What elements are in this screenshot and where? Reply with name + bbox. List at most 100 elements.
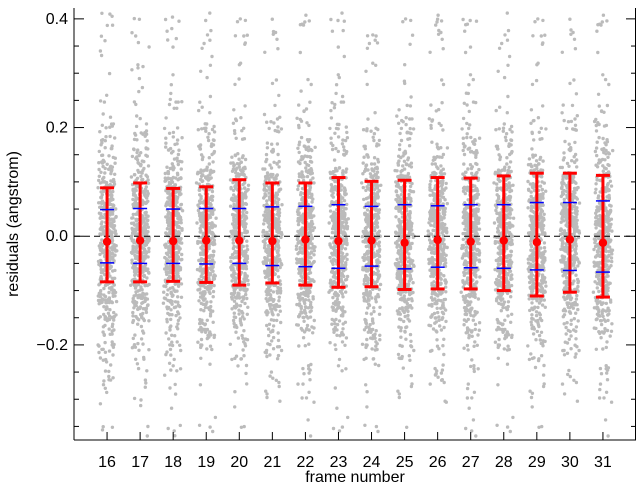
residual-point xyxy=(130,31,134,35)
residual-point xyxy=(210,347,214,352)
residual-point xyxy=(97,316,101,320)
residual-point xyxy=(179,192,183,196)
residual-point xyxy=(145,175,150,179)
residual-point xyxy=(211,242,215,247)
residual-point xyxy=(139,170,143,174)
residual-point xyxy=(374,329,378,333)
residual-point xyxy=(245,244,249,248)
residual-point xyxy=(406,156,411,160)
residual-point xyxy=(242,288,246,292)
residual-point xyxy=(395,183,400,187)
residual-point xyxy=(112,288,117,293)
residual-point xyxy=(267,197,272,201)
residual-point xyxy=(170,343,175,348)
residual-point xyxy=(344,261,348,265)
residual-point xyxy=(133,229,138,233)
residual-point xyxy=(309,309,313,313)
residual-point xyxy=(304,107,309,111)
residual-point xyxy=(300,275,304,280)
residual-point xyxy=(328,126,332,131)
residual-point xyxy=(303,20,307,24)
residual-point xyxy=(141,307,145,311)
residual-point xyxy=(431,211,436,216)
residual-point xyxy=(340,11,344,15)
residual-point xyxy=(276,338,281,343)
residual-point xyxy=(364,163,369,167)
residual-point xyxy=(372,199,377,204)
residual-point xyxy=(242,424,246,429)
residual-point xyxy=(340,273,345,277)
residual-point xyxy=(429,274,433,278)
residual-point xyxy=(436,310,440,315)
residual-point xyxy=(403,17,408,21)
residual-point xyxy=(309,256,313,260)
residual-point xyxy=(333,322,337,326)
residual-point xyxy=(372,132,377,136)
residual-point xyxy=(179,282,184,286)
residual-point xyxy=(372,306,376,310)
residual-point xyxy=(200,105,204,109)
residual-point xyxy=(99,270,104,275)
residual-point xyxy=(229,255,233,260)
residual-point xyxy=(136,341,140,346)
residual-point xyxy=(364,244,368,249)
residual-point xyxy=(343,247,348,251)
residual-point xyxy=(133,131,137,136)
residual-point xyxy=(331,246,335,251)
residual-point xyxy=(101,383,106,387)
residual-point xyxy=(372,156,377,160)
residual-point xyxy=(307,123,311,128)
residual-point xyxy=(334,83,339,87)
residual-point xyxy=(269,303,273,307)
residual-point xyxy=(398,222,402,227)
residual-point xyxy=(243,227,247,232)
residual-point xyxy=(301,366,305,371)
residual-point xyxy=(141,274,146,278)
residual-point xyxy=(101,425,105,429)
residual-point xyxy=(437,28,441,33)
residual-point xyxy=(271,299,275,303)
residual-point xyxy=(132,264,136,268)
residual-point xyxy=(108,308,112,312)
residual-point xyxy=(198,171,203,175)
residual-point xyxy=(299,158,303,162)
residual-point xyxy=(228,178,233,182)
residual-point xyxy=(297,271,301,275)
residual-point xyxy=(410,117,414,121)
residual-point xyxy=(130,216,134,220)
residual-point xyxy=(212,333,217,337)
residual-point xyxy=(363,232,367,236)
residual-point xyxy=(364,236,369,240)
residual-point xyxy=(99,232,103,237)
residual-point xyxy=(111,122,116,126)
residual-point xyxy=(267,219,271,224)
residual-point xyxy=(332,292,337,296)
residual-point xyxy=(209,286,213,290)
residual-point xyxy=(370,296,374,300)
residual-point xyxy=(244,258,248,263)
residual-point xyxy=(140,202,145,207)
residual-point xyxy=(331,281,335,285)
residual-point xyxy=(268,374,272,378)
residual-point xyxy=(374,34,378,38)
residual-point xyxy=(331,308,335,312)
residual-point xyxy=(378,333,382,337)
residual-point xyxy=(210,189,215,194)
residual-point xyxy=(130,154,135,159)
residual-point xyxy=(146,270,151,274)
residual-point xyxy=(407,219,412,223)
residual-point xyxy=(168,227,172,231)
residual-point xyxy=(135,150,139,155)
residual-point xyxy=(399,317,403,322)
residual-point xyxy=(165,165,169,169)
residual-point xyxy=(343,310,347,314)
residual-point xyxy=(234,183,238,188)
residual-point xyxy=(211,295,215,299)
residual-point xyxy=(164,331,168,335)
residual-point xyxy=(330,269,334,273)
residual-point xyxy=(308,172,313,176)
residual-point xyxy=(410,382,414,386)
residual-point xyxy=(100,238,104,242)
residual-point xyxy=(168,343,172,347)
residual-point xyxy=(212,283,216,288)
